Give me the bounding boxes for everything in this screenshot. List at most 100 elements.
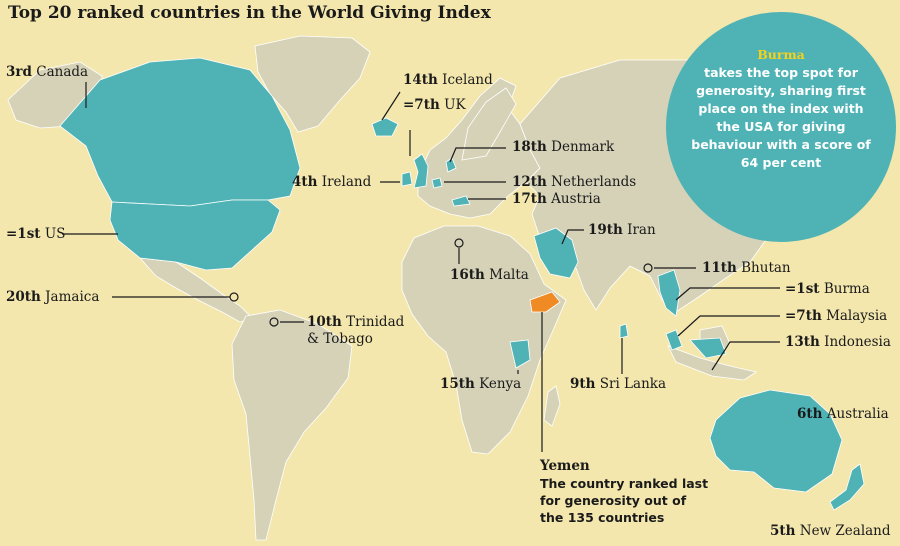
yemen-note: Yemen The country ranked last for genero… <box>540 458 710 526</box>
country-denmark: Denmark <box>551 139 615 155</box>
map-title: Top 20 ranked countries in the World Giv… <box>8 3 491 23</box>
country-kenya: Kenya <box>479 376 522 392</box>
country-malaysia: Malaysia <box>826 308 888 324</box>
rank-malta: 16th <box>450 267 485 283</box>
label-srilanka: 9th Sri Lanka <box>570 376 666 393</box>
rank-trinidad: 10th <box>307 314 342 330</box>
label-malta: 16th Malta <box>450 267 529 284</box>
label-canada: 3rd Canada <box>6 64 88 81</box>
us-shape <box>109 199 281 271</box>
top-20-countries <box>59 57 865 511</box>
label-austria: 17th Austria <box>512 191 601 208</box>
rank-uk: =7th <box>403 97 440 113</box>
uk-shape <box>413 153 429 189</box>
leader-denmark <box>449 147 506 163</box>
rank-jamaica: 20th <box>6 289 41 305</box>
sea-islands <box>667 345 757 381</box>
rank-burma: =1st <box>785 281 820 297</box>
yemen-heading: Yemen <box>540 458 590 474</box>
rank-bhutan: 11th <box>702 260 737 276</box>
rank-indonesia: 13th <box>785 334 820 350</box>
country-malta: Malta <box>489 267 529 283</box>
leader-indonesia <box>711 341 780 371</box>
iceland-shape <box>371 117 399 137</box>
kenya-shape <box>509 339 531 369</box>
label-malaysia: =7th Malaysia <box>785 308 887 325</box>
madagascar <box>543 385 561 427</box>
leader-malaysia <box>677 315 780 337</box>
rank-australia: 6th <box>797 406 823 422</box>
label-kenya: 15th Kenya <box>440 376 521 393</box>
netherlands-shape <box>431 177 443 189</box>
country-uk: UK <box>444 97 466 113</box>
country-indonesia: Indonesia <box>824 334 891 350</box>
leader-iceland <box>381 91 401 121</box>
label-netherlands: 12th Netherlands <box>512 174 636 191</box>
ireland-shape <box>401 171 413 187</box>
country-bhutan: Bhutan <box>741 260 791 276</box>
bhutan-marker <box>643 263 653 273</box>
country-trinidad: Trinidad <box>346 314 405 330</box>
rank-kenya: 15th <box>440 376 475 392</box>
rank-srilanka: 9th <box>570 376 596 392</box>
callout-text: takes the top spot for generosity, shari… <box>691 65 871 170</box>
newzealand-shape <box>829 463 865 511</box>
africa <box>401 225 567 455</box>
greenland <box>254 35 371 133</box>
australia-shape <box>709 389 843 493</box>
leader-burma <box>675 287 780 301</box>
country-newzealand: New Zealand <box>799 523 891 539</box>
rank-denmark: 18th <box>512 139 547 155</box>
burma-shape <box>657 269 681 317</box>
country-us: US <box>44 226 66 242</box>
srilanka-shape <box>619 323 629 339</box>
iran-shape <box>533 227 579 279</box>
label-uk: =7th UK <box>403 97 466 114</box>
label-australia: 6th Australia <box>797 406 889 423</box>
label-indonesia: 13th Indonesia <box>785 334 891 351</box>
callout-highlight: Burma <box>757 47 805 62</box>
country-iceland: Iceland <box>442 72 493 88</box>
country-trinidad-line2: & Tobago <box>307 331 373 347</box>
south-america <box>231 309 353 541</box>
country-ireland: Ireland <box>321 174 372 190</box>
leader-iran <box>561 229 584 245</box>
label-bhutan: 11th Bhutan <box>702 260 791 277</box>
label-trinidad: 10th Trinidad & Tobago <box>307 314 404 348</box>
label-denmark: 18th Denmark <box>512 139 614 156</box>
label-ireland: 4th Ireland <box>292 174 371 191</box>
country-austria: Austria <box>551 191 601 207</box>
rank-iran: 19th <box>588 222 623 238</box>
rank-austria: 17th <box>512 191 547 207</box>
jamaica-marker <box>229 292 239 302</box>
canada-shape <box>59 57 301 207</box>
country-srilanka: Sri Lanka <box>599 376 666 392</box>
rank-iceland: 14th <box>403 72 438 88</box>
scandinavia <box>461 87 517 161</box>
rank-us: =1st <box>6 226 41 242</box>
country-canada: Canada <box>36 64 89 80</box>
country-burma: Burma <box>823 281 870 297</box>
rank-canada: 3rd <box>6 64 32 80</box>
rank-malaysia: =7th <box>785 308 822 324</box>
yemen-text: The country ranked last for generosity o… <box>540 476 709 525</box>
indonesia-shape <box>689 337 727 359</box>
label-burma: =1st Burma <box>785 281 870 298</box>
country-iran: Iran <box>627 222 656 238</box>
rank-netherlands: 12th <box>512 174 547 190</box>
yemen-shape <box>529 291 561 313</box>
label-newzealand: 5th New Zealand <box>770 523 891 540</box>
label-iceland: 14th Iceland <box>403 72 493 89</box>
label-us: =1st US <box>6 226 65 243</box>
malta-marker <box>454 238 464 248</box>
rank-ireland: 4th <box>292 174 318 190</box>
country-australia: Australia <box>826 406 889 422</box>
rank-newzealand: 5th <box>770 523 796 539</box>
small-country-markers <box>229 238 653 327</box>
label-iran: 19th Iran <box>588 222 656 239</box>
country-jamaica: Jamaica <box>45 289 100 305</box>
denmark-shape <box>445 157 457 173</box>
leader-lines <box>62 82 780 452</box>
austria-shape <box>451 195 471 207</box>
country-netherlands: Netherlands <box>551 174 637 190</box>
